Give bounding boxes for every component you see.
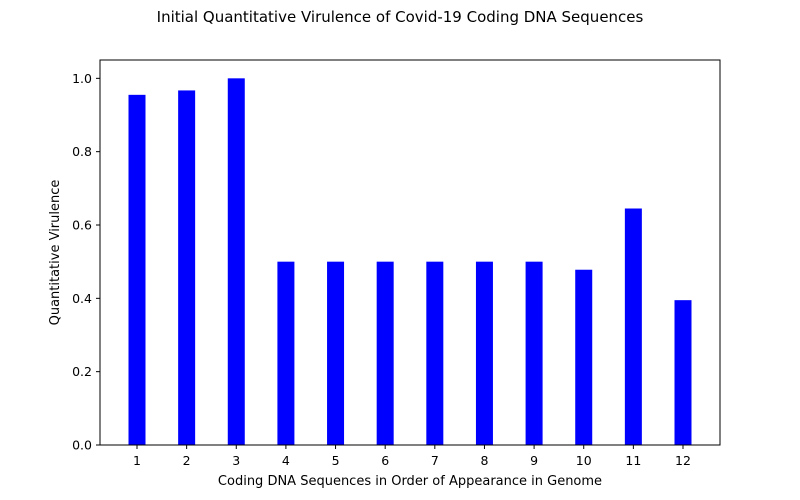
x-tick-label: 1 bbox=[133, 453, 141, 468]
bar-4 bbox=[277, 261, 295, 445]
bar-5 bbox=[327, 261, 345, 445]
bar-10 bbox=[575, 269, 593, 445]
bar-6 bbox=[376, 261, 394, 445]
y-tick-label: 0.8 bbox=[72, 144, 92, 159]
x-tick-label: 3 bbox=[232, 453, 240, 468]
x-tick-label: 7 bbox=[431, 453, 439, 468]
y-tick-label: 0.4 bbox=[72, 291, 92, 306]
x-tick-label: 11 bbox=[625, 453, 641, 468]
x-tick-label: 10 bbox=[576, 453, 592, 468]
x-tick-label: 12 bbox=[675, 453, 691, 468]
x-tick-label: 5 bbox=[332, 453, 340, 468]
x-axis-label: Coding DNA Sequences in Order of Appeara… bbox=[218, 474, 602, 489]
chart-title: Initial Quantitative Virulence of Covid-… bbox=[157, 8, 644, 26]
bar-1 bbox=[128, 94, 146, 445]
plot-frame bbox=[99, 59, 721, 446]
bar-11 bbox=[624, 208, 642, 445]
y-axis-label: Quantitative Virulence bbox=[48, 180, 63, 326]
bars-layer bbox=[128, 78, 692, 446]
x-tick-label: 6 bbox=[381, 453, 389, 468]
y-tick-label: 0.2 bbox=[72, 364, 92, 379]
bar-8 bbox=[475, 261, 493, 445]
y-axis-ticks: 0.0 0.2 0.4 0.6 0.8 1.0 bbox=[72, 71, 100, 453]
bar-12 bbox=[674, 300, 692, 445]
y-tick-label: 1.0 bbox=[72, 71, 92, 86]
bar-3 bbox=[227, 78, 245, 445]
x-axis-ticks: 1 2 3 4 5 6 7 8 9 10 11 12 bbox=[133, 445, 691, 468]
x-tick-label: 2 bbox=[183, 453, 191, 468]
y-tick-label: 0.0 bbox=[72, 438, 92, 453]
x-tick-label: 4 bbox=[282, 453, 290, 468]
bar-9 bbox=[525, 261, 543, 445]
x-tick-label: 8 bbox=[480, 453, 488, 468]
x-tick-label: 9 bbox=[530, 453, 538, 468]
bar-7 bbox=[426, 261, 444, 445]
bar-2 bbox=[178, 90, 196, 446]
y-tick-label: 0.6 bbox=[72, 218, 92, 233]
